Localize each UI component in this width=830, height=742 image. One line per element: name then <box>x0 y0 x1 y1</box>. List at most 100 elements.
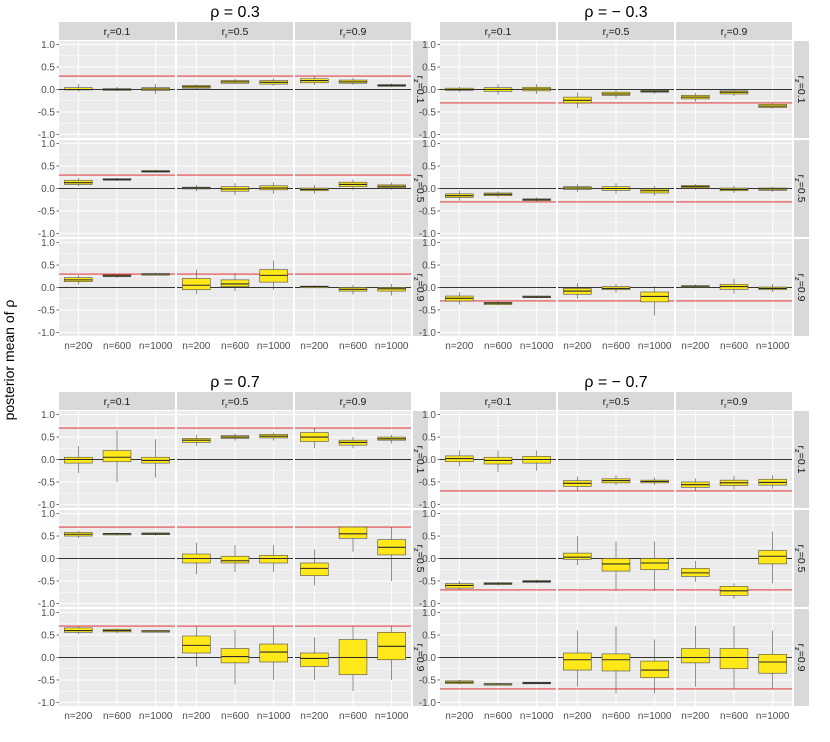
y-tick-label: 1.0 <box>41 509 55 520</box>
y-tick-label: 0.5 <box>422 63 436 74</box>
facet-grid-3: ρ = 0.7 rr=0.1 rr=0.5 rr=0.9 rz=0.1 1.0 0.5 0.0… <box>38 374 428 722</box>
box <box>102 177 132 181</box>
y-tick-label: 0.0 <box>422 554 436 565</box>
x-tick-label: n=200 <box>300 711 329 722</box>
y-tick-label: 0.5 <box>41 631 55 642</box>
x-tick-label: n=600 <box>602 341 631 352</box>
chart-title: ρ = − 0.7 <box>584 374 647 391</box>
facet-strip-label: rr=0.1 <box>104 26 131 40</box>
box <box>719 278 749 294</box>
x-tick-label: n=1000 <box>756 711 790 722</box>
box <box>563 92 592 109</box>
box <box>338 626 368 692</box>
box <box>483 581 513 586</box>
box <box>259 260 288 290</box>
facet-strip-label: rz=0.5 <box>412 545 426 573</box>
box <box>300 285 329 289</box>
x-tick-label: n=1000 <box>375 341 409 352</box>
box <box>758 475 787 489</box>
box <box>300 549 329 586</box>
box <box>141 272 170 276</box>
x-tick-label: n=600 <box>484 341 513 352</box>
y-tick-label: 1.0 <box>422 40 436 51</box>
facet-strip-label: rr=0.1 <box>104 396 131 410</box>
box <box>601 183 631 194</box>
x-tick-label: n=1000 <box>257 711 291 722</box>
panel <box>295 510 411 607</box>
panel <box>558 239 674 336</box>
box <box>681 284 710 289</box>
box-iqr <box>259 555 288 564</box>
panel <box>59 411 175 508</box>
facet-strip-col <box>59 22 175 40</box>
x-tick-label: n=1000 <box>638 711 672 722</box>
y-tick-label: 0.5 <box>422 532 436 543</box>
box-iqr <box>182 635 211 654</box>
y-tick-label: 1.0 <box>41 238 55 249</box>
panel <box>177 140 293 237</box>
box <box>377 283 406 296</box>
facet-strip-col <box>295 22 411 40</box>
facet-strip-label: rz=0.5 <box>793 175 807 203</box>
y-tick-label: 1.0 <box>422 410 436 421</box>
facet-strip-label: rz=0.1 <box>793 446 807 474</box>
panel <box>295 609 411 706</box>
x-tick-label: n=1000 <box>520 711 554 722</box>
box-iqr <box>681 648 710 664</box>
box <box>259 545 288 572</box>
facet-strip-col <box>676 22 792 40</box>
panel <box>295 140 411 237</box>
box-iqr <box>563 652 592 671</box>
facet-strip-col <box>177 392 293 410</box>
panel <box>676 140 792 237</box>
y-tick-label: -0.5 <box>419 675 437 686</box>
panel <box>440 510 556 607</box>
box <box>338 284 368 295</box>
panel <box>295 411 411 508</box>
box <box>377 182 406 190</box>
x-tick-label: n=1000 <box>139 341 173 352</box>
box <box>141 84 170 94</box>
panel <box>295 41 411 138</box>
box <box>220 433 250 441</box>
y-tick-label: -0.5 <box>419 576 437 587</box>
facet-strip-label: rr=0.9 <box>721 26 748 40</box>
box <box>758 283 787 292</box>
panel <box>676 411 792 508</box>
facet-grid-2: ρ = − 0.3 rr=0.1 rr=0.5 rr=0.9 rz=0.1 1.0 0.5 0… <box>419 4 809 352</box>
box <box>640 286 669 316</box>
panel <box>59 140 175 237</box>
box <box>182 542 211 575</box>
box-iqr <box>220 648 250 664</box>
box <box>483 683 513 686</box>
chart-title: ρ = 0.7 <box>210 374 260 391</box>
y-tick-label: 0.0 <box>41 184 55 195</box>
box <box>141 629 170 633</box>
chart-title: ρ = 0.3 <box>210 4 260 21</box>
y-tick-label: -1.0 <box>38 229 56 240</box>
box <box>601 475 631 486</box>
box <box>758 186 787 192</box>
x-tick-label: n=200 <box>64 711 93 722</box>
y-tick-label: 0.0 <box>41 283 55 294</box>
panel <box>295 239 411 336</box>
box <box>102 430 132 482</box>
y-tick-label: 0.5 <box>422 261 436 272</box>
panel <box>59 41 175 138</box>
facet-strip-label: rz=0.5 <box>412 175 426 203</box>
facet-strip-row <box>794 609 809 706</box>
box <box>377 527 406 581</box>
y-tick-label: 1.0 <box>422 238 436 249</box>
box <box>220 629 250 685</box>
facet-strip-col <box>440 392 556 410</box>
y-tick-label: 0.5 <box>41 261 55 272</box>
panel <box>440 609 556 706</box>
box-iqr <box>220 555 250 564</box>
box <box>681 92 710 102</box>
panel <box>558 41 674 138</box>
facet-strip-row <box>413 510 428 607</box>
box <box>640 541 669 591</box>
box <box>681 560 710 582</box>
box <box>640 477 669 486</box>
